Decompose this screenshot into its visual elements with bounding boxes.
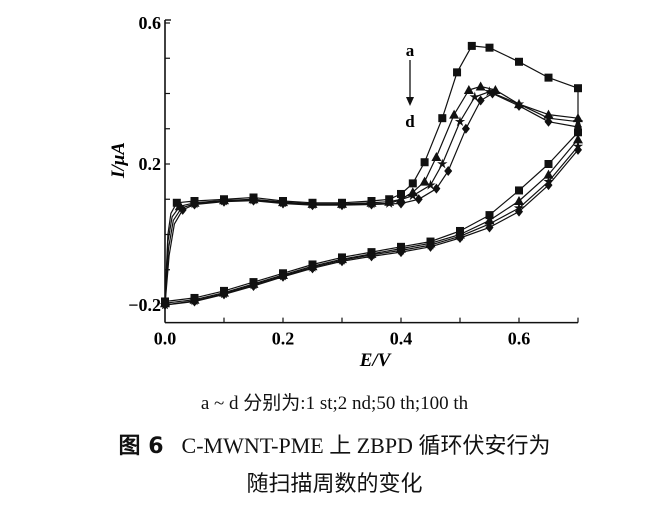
diamond-marker bbox=[308, 263, 317, 274]
triangle-marker bbox=[543, 169, 554, 179]
square-marker bbox=[515, 186, 523, 195]
square-marker bbox=[408, 179, 417, 188]
triangle-marker bbox=[475, 81, 486, 91]
star-marker bbox=[425, 179, 436, 190]
diamond-marker bbox=[220, 196, 228, 207]
diamond-marker bbox=[338, 200, 346, 211]
diamond-marker bbox=[574, 121, 582, 132]
x-axis-label: E/V bbox=[359, 350, 392, 371]
diamond-marker bbox=[279, 271, 287, 282]
x-tick-label: 0.4 bbox=[390, 329, 413, 349]
diamond-marker bbox=[488, 88, 497, 99]
diamond-marker bbox=[544, 116, 553, 127]
legend-note: a ~ d 分别为:1 st;2 nd;50 th;100 th bbox=[200, 393, 469, 414]
triangle-marker bbox=[419, 176, 430, 186]
star-marker bbox=[437, 158, 448, 169]
diamond-marker bbox=[426, 241, 435, 252]
square-marker bbox=[515, 57, 523, 66]
diamond-marker bbox=[414, 194, 423, 205]
x-tick-label: 0.2 bbox=[272, 329, 295, 349]
square-marker bbox=[420, 158, 429, 167]
series-d bbox=[161, 88, 582, 310]
square-marker bbox=[453, 68, 462, 77]
diamond-marker bbox=[432, 183, 441, 194]
diamond-marker bbox=[397, 247, 405, 258]
square-marker bbox=[544, 160, 553, 168]
diamond-marker bbox=[367, 251, 376, 262]
diamond-marker bbox=[444, 166, 453, 177]
diamond-marker bbox=[574, 144, 582, 155]
triangle-marker bbox=[463, 84, 474, 94]
x-tick-label: 0.6 bbox=[508, 329, 531, 349]
square-marker bbox=[574, 84, 582, 93]
star-marker bbox=[572, 116, 584, 127]
diamond-marker bbox=[249, 280, 258, 291]
diamond-marker bbox=[544, 180, 553, 191]
diamond-marker bbox=[461, 123, 470, 134]
series-a bbox=[161, 41, 582, 306]
diamond-marker bbox=[190, 296, 199, 307]
y-tick-label: 0.6 bbox=[139, 13, 162, 33]
diamond-marker bbox=[338, 256, 346, 267]
annotation-a-to-d: a d bbox=[405, 41, 415, 131]
figure-title-line1: C-MWNT-PME 上 ZBPD 循环伏安行为 bbox=[181, 433, 551, 458]
cv-chart: 0.0 0.2 0.4 0.6 0.6 0.2 −0.2 a d E/V I/μA bbox=[108, 13, 584, 371]
figure-title-line2: 随扫描周数的变化 bbox=[246, 471, 423, 496]
triangle-marker bbox=[449, 109, 460, 119]
diamond-marker bbox=[308, 200, 317, 211]
series-line-d bbox=[164, 92, 579, 306]
diamond-marker bbox=[456, 233, 464, 244]
y-tick-label: 0.2 bbox=[139, 154, 162, 174]
diamond-marker bbox=[485, 222, 494, 233]
square-marker bbox=[438, 114, 447, 123]
annotation-label-d: d bbox=[405, 112, 415, 131]
x-tick-label: 0.0 bbox=[154, 329, 177, 349]
diamond-marker bbox=[279, 198, 287, 209]
y-axis-label: I/μA bbox=[108, 142, 129, 179]
square-marker bbox=[467, 41, 476, 50]
series-group bbox=[159, 41, 584, 310]
series-line-a bbox=[164, 45, 579, 303]
diamond-marker bbox=[178, 204, 187, 215]
y-tick-label: −0.2 bbox=[128, 295, 161, 315]
square-marker bbox=[544, 73, 553, 82]
series-line-b bbox=[164, 85, 579, 304]
figure-caption: 图 6 C-MWNT-PME 上 ZBPD 循环伏安行为 bbox=[0, 428, 669, 460]
square-marker bbox=[172, 198, 181, 207]
figure-number: 图 6 bbox=[118, 434, 164, 459]
triangle-marker bbox=[514, 196, 524, 206]
arrowhead-icon bbox=[406, 97, 414, 106]
diamond-marker bbox=[249, 195, 258, 206]
star-marker bbox=[469, 91, 480, 102]
triangle-marker bbox=[431, 151, 442, 161]
diamond-marker bbox=[515, 100, 523, 111]
square-marker bbox=[485, 43, 494, 52]
diamond-marker bbox=[515, 206, 523, 217]
square-marker bbox=[397, 189, 405, 198]
star-marker bbox=[407, 190, 418, 201]
diamond-marker bbox=[367, 199, 376, 210]
diamond-marker bbox=[161, 300, 169, 310]
star-marker bbox=[454, 116, 466, 127]
diamond-marker bbox=[190, 199, 199, 210]
diamond-marker bbox=[220, 289, 228, 300]
diamond-marker bbox=[476, 95, 485, 106]
square-marker bbox=[485, 211, 494, 220]
star-marker bbox=[384, 198, 395, 208]
series-line-c bbox=[164, 91, 579, 306]
annotation-label-a: a bbox=[406, 41, 415, 60]
star-marker bbox=[484, 86, 495, 97]
diamond-marker bbox=[397, 198, 405, 209]
axes: 0.0 0.2 0.4 0.6 0.6 0.2 −0.2 bbox=[128, 13, 579, 349]
